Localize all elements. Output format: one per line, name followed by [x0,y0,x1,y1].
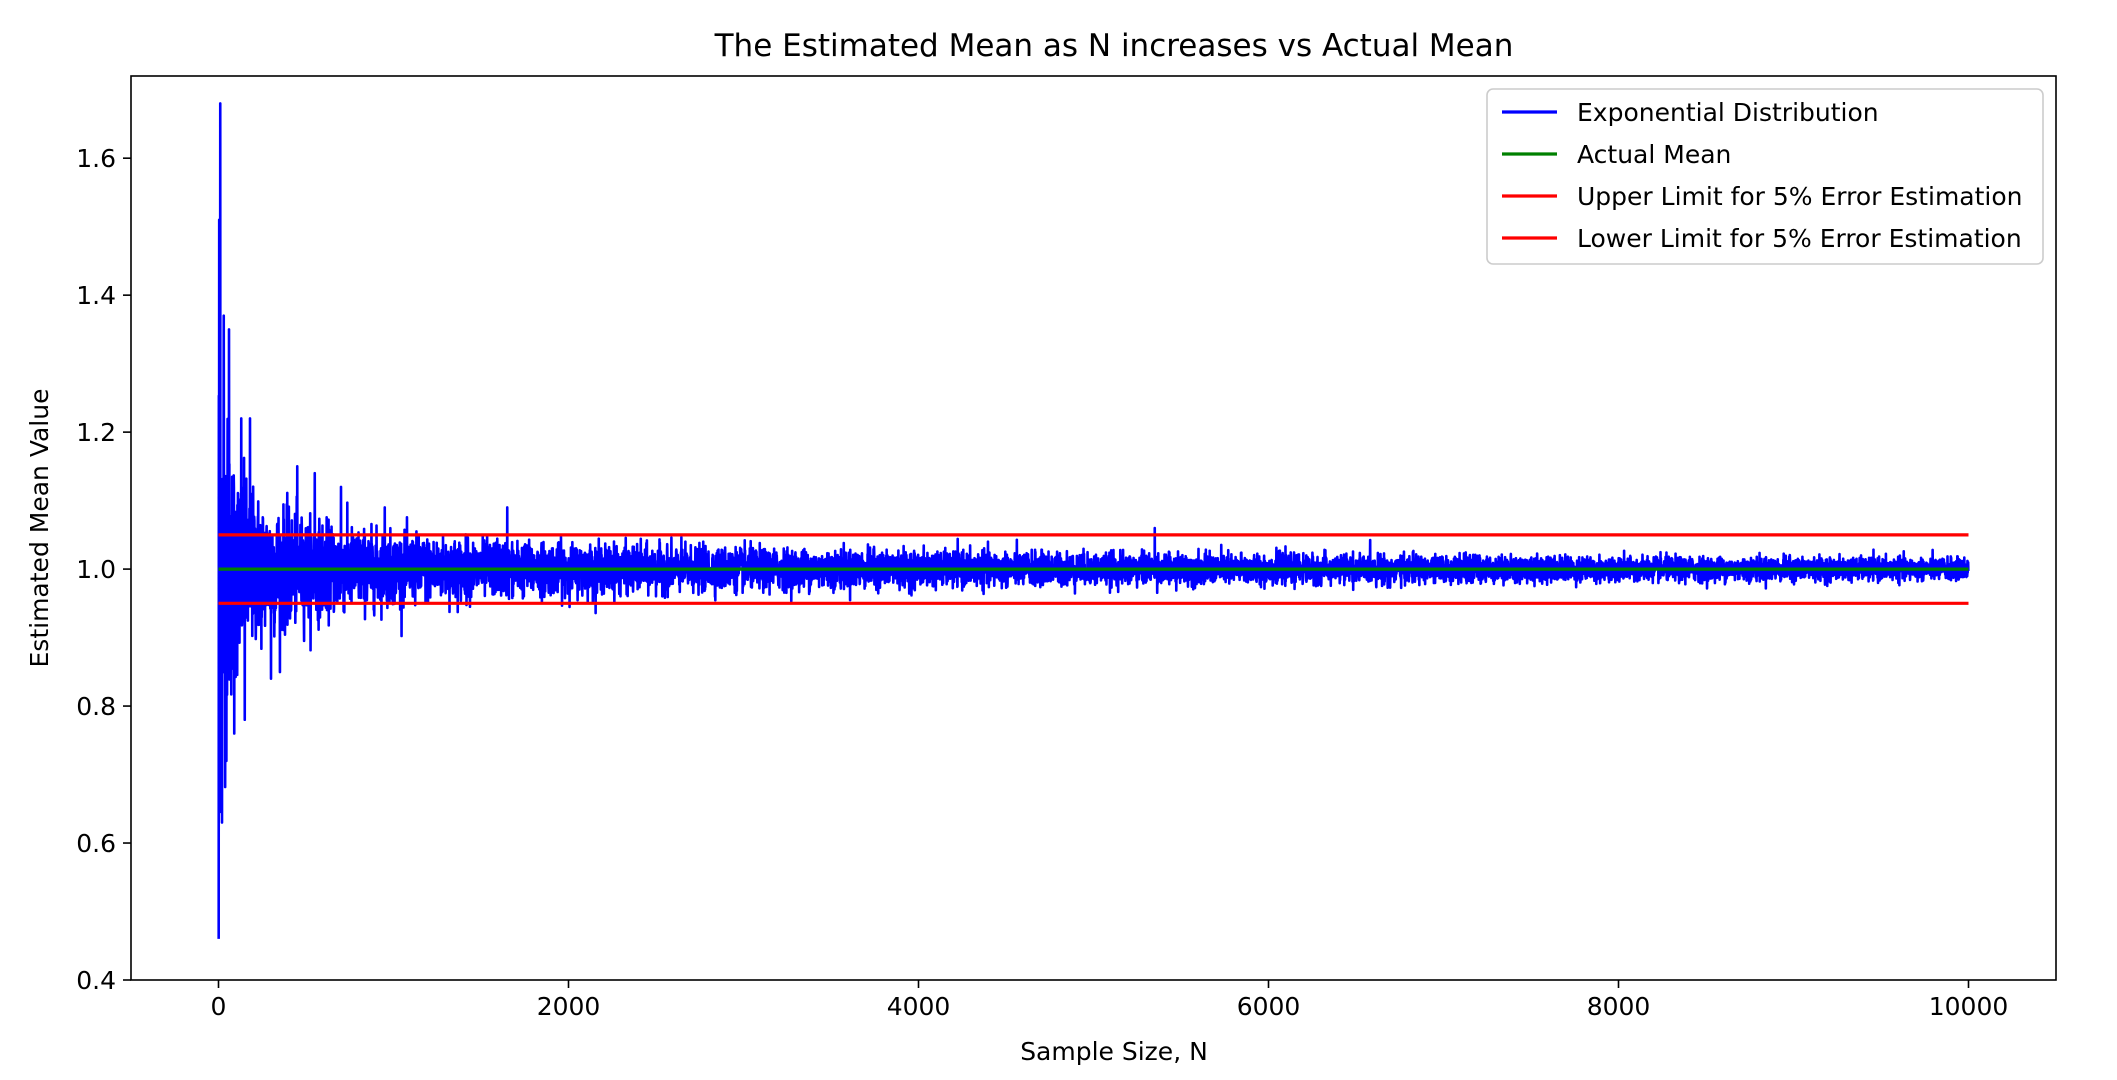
y-axis-ticks: 0.4 0.6 0.8 1.0 1.2 1.4 1.6 [76,144,131,995]
plot-area [217,102,1970,939]
x-tick-label: 4000 [887,992,951,1021]
legend-item-actual-mean: Actual Mean [1502,140,1731,169]
legend: Exponential Distribution Actual Mean Upper… [1486,88,2044,265]
x-tick-label: 6000 [1237,992,1301,1021]
legend-box [1486,88,2044,265]
x-axis-ticks: 0 2000 4000 6000 8000 10000 [211,980,2009,1021]
y-tick-label: 0.6 [76,829,116,858]
axes-frame [130,75,2057,981]
legend-label: Actual Mean [1577,140,1731,169]
y-tick-label: 1.4 [76,281,116,310]
legend-label: Upper Limit for 5% Error Estimation [1577,182,2023,211]
y-tick-label: 1.2 [76,418,116,447]
y-axis-label: Estimated Mean Value [25,389,54,668]
x-tick-label: 10000 [1929,992,2009,1021]
legend-label: Lower Limit for 5% Error Estimation [1577,224,2022,253]
y-tick-label: 0.4 [76,966,116,995]
legend-item-upper-limit: Upper Limit for 5% Error Estimation [1502,182,2023,211]
y-tick-label: 1.6 [76,144,116,173]
legend-item-exponential-distribution: Exponential Distribution [1502,98,1879,127]
legend-item-lower-limit: Lower Limit for 5% Error Estimation [1502,224,2022,253]
x-tick-label: 0 [211,992,227,1021]
y-tick-label: 0.8 [76,692,116,721]
x-axis-label: Sample Size, N [1020,1037,1208,1066]
legend-label: Exponential Distribution [1577,98,1879,127]
y-tick-label: 1.0 [76,555,116,584]
x-tick-label: 2000 [537,992,601,1021]
x-tick-label: 8000 [1587,992,1651,1021]
chart-title: The Estimated Mean as N increases vs Act… [714,28,1514,64]
